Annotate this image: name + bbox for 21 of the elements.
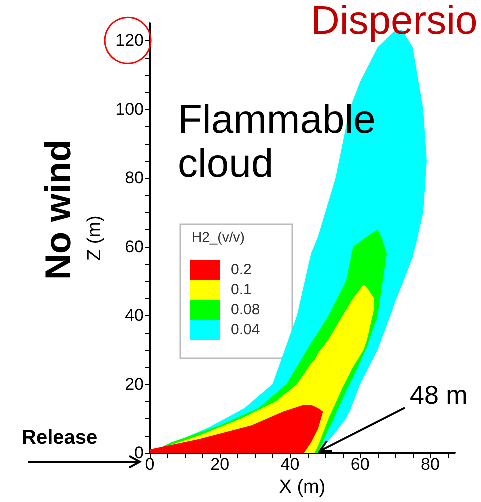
x-axis-title: X (m)	[279, 477, 326, 498]
x-tick-label: 60	[350, 455, 370, 474]
text: No wind	[38, 140, 78, 280]
x-tick-label: 20	[210, 455, 230, 474]
y-tick-label: 100	[116, 100, 144, 119]
y-tick-label: 80	[125, 168, 144, 188]
annotation: 48 m	[410, 380, 468, 410]
y-tick-label: 60	[125, 237, 144, 256]
legend-title: H2_(v/v)	[192, 229, 245, 245]
x-tick-label: 40	[280, 455, 300, 474]
y-tick-label: 120	[116, 31, 144, 50]
x-tick-label: 80	[421, 455, 440, 474]
text: Release	[22, 427, 98, 449]
legend-label: 0.2	[231, 262, 252, 278]
y-tick-label: 20	[125, 374, 144, 394]
y-tick-label: 40	[125, 306, 144, 326]
legend-label: 0.04	[231, 322, 260, 338]
y-axis-title: Z (m)	[84, 216, 106, 261]
legend-label: 0.1	[231, 282, 252, 298]
chart-title: Dispersio	[311, 0, 478, 43]
legend-label: 0.08	[231, 302, 260, 318]
